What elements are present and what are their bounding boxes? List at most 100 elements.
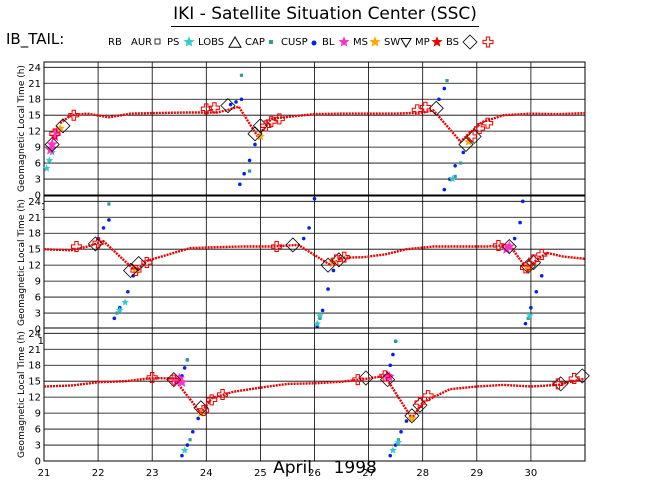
legend-label: CUSP xyxy=(281,37,308,48)
ms-point xyxy=(255,131,265,141)
cusp-point xyxy=(518,220,522,225)
chart-title-text: IKI - Satellite Situation Center (SSC) xyxy=(171,4,479,27)
bs-diamond-point xyxy=(220,98,236,114)
cusp-point xyxy=(238,182,242,187)
legend-entry-7: BL xyxy=(322,36,350,48)
cusp-point xyxy=(331,268,336,273)
dataset-label: IB_TAIL: xyxy=(6,30,64,49)
mp-track-line xyxy=(43,374,586,421)
bs-cross-point xyxy=(217,389,229,400)
data-points xyxy=(42,73,494,192)
legend: IB_TAIL: RB AUR PS LOBS CAP CUSP BL MS SW MP BS xyxy=(6,30,494,50)
triangle-down-marker-icon xyxy=(400,38,412,48)
cap-point xyxy=(188,438,192,442)
y-tick-label: 12 xyxy=(28,393,41,404)
bs-cross-point xyxy=(271,241,283,253)
y-tick-label: 6 xyxy=(35,159,41,170)
bs-cross-point xyxy=(528,254,540,266)
cusp-point xyxy=(247,158,252,163)
y-tick-label: 3 xyxy=(35,309,41,320)
y-tick-label: 3 xyxy=(35,441,41,452)
chart-panel-1: 0369121518212412345678910Geomagnetic Loc… xyxy=(17,61,586,213)
legend-entry-5: CAP xyxy=(245,37,273,48)
cusp-point xyxy=(326,287,330,291)
bs-diamond-point xyxy=(574,368,590,384)
cusp-point xyxy=(234,100,238,104)
y-axis-label: Geomagnetic Local Time (h) xyxy=(17,65,27,192)
legend-entry-8: MS xyxy=(353,36,381,48)
bs-diamond-point xyxy=(501,238,517,255)
y-tick-label: 9 xyxy=(35,143,41,154)
bs-cross-point xyxy=(330,254,342,266)
cusp-point xyxy=(539,274,544,278)
cusp-point xyxy=(520,199,525,204)
y-tick-label: 21 xyxy=(28,345,41,356)
cap-point xyxy=(458,161,463,165)
legend-label: CAP xyxy=(245,37,265,48)
y-tick-label: 12 xyxy=(28,127,41,138)
bs-cross-point xyxy=(482,117,494,129)
bs-cross-point xyxy=(465,130,477,142)
ps-point xyxy=(394,438,403,446)
y-tick-label: 9 xyxy=(35,277,41,288)
ps-point xyxy=(45,156,54,164)
y-tick-label: 18 xyxy=(28,95,41,106)
cusp-point xyxy=(320,308,325,313)
cusp-point xyxy=(523,321,528,326)
cusp-point xyxy=(112,316,117,321)
x-tick-label: 24 xyxy=(200,468,213,479)
aur-marker-icon xyxy=(154,38,161,45)
y-tick-label: 15 xyxy=(28,111,41,122)
legend-label: AUR xyxy=(131,37,152,48)
ps-point xyxy=(448,175,457,183)
cusp-point xyxy=(185,443,190,447)
bs-cross-point xyxy=(568,373,580,385)
star-marker-icon xyxy=(369,36,381,47)
y-tick-label: 0 xyxy=(35,457,41,468)
x-tick-label: 22 xyxy=(92,468,105,479)
cusp-point xyxy=(461,150,466,155)
cap-point xyxy=(239,73,244,77)
y-tick-label: 18 xyxy=(28,229,41,240)
bs-diamond-point xyxy=(166,372,182,388)
bs-cross-point xyxy=(49,128,61,140)
legend-label: RB xyxy=(108,37,122,48)
legend-entry-10: MP xyxy=(415,36,443,48)
cusp-point xyxy=(301,236,306,241)
y-tick-label: 21 xyxy=(28,79,41,90)
bs-diamond-point xyxy=(247,126,263,142)
cusp-point xyxy=(391,352,395,357)
y-tick-label: 15 xyxy=(28,377,41,388)
legend-label: MP xyxy=(415,37,430,48)
bs-diamond-point xyxy=(285,237,301,253)
bs-cross-point xyxy=(70,241,82,253)
bs-cross-point xyxy=(92,237,104,249)
x-tick-label: 21 xyxy=(38,468,51,479)
cap-point xyxy=(394,339,398,343)
legend-label: BS xyxy=(446,37,459,48)
y-tick-label: 0 xyxy=(35,325,41,336)
bs-cross-point xyxy=(198,404,210,416)
bs-cross-point xyxy=(419,101,431,113)
bs-cross-point xyxy=(208,102,220,114)
ps-point xyxy=(121,298,129,306)
bs-cross-point xyxy=(260,120,272,132)
ps-point xyxy=(389,446,397,454)
bs-diamond-point xyxy=(122,262,139,279)
x-tick-label: 26 xyxy=(308,468,321,479)
cusp-point xyxy=(182,366,187,370)
y-tick-label: 3 xyxy=(35,175,41,186)
bs-cross-point xyxy=(200,103,212,115)
star-marker-icon xyxy=(338,36,350,47)
bs-cross-point xyxy=(414,396,426,408)
legend-entry-1: RB xyxy=(108,37,122,48)
y-tick-labels: 0 3 6 9 12 15 18 21 24 xyxy=(28,63,41,202)
x-tick-label: 29 xyxy=(470,468,483,479)
y-axis-label: Geomagnetic Local Time (h) xyxy=(17,199,27,326)
diamond-marker-icon xyxy=(462,34,478,50)
cusp-point xyxy=(312,196,317,201)
bs-diamond-point xyxy=(55,118,71,134)
bs-cross-point xyxy=(141,257,153,268)
bs-cross-point xyxy=(519,262,531,274)
